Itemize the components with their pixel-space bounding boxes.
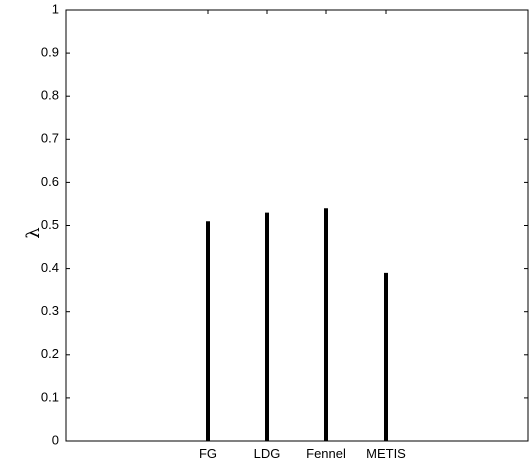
y-tick-label: 0.6: [41, 174, 59, 189]
y-tick-label: 0: [52, 432, 59, 447]
y-tick-label: 0.2: [41, 346, 59, 361]
x-tick-label: METIS: [366, 446, 406, 461]
x-tick-label: Fennel: [306, 446, 346, 461]
y-axis: 0 0.1 0.2 0.3 0.4 0.5 0.6 0.7 0.8 0.9 1: [41, 1, 528, 447]
x-tick-label: FG: [199, 446, 217, 461]
y-axis-label: λ: [23, 227, 44, 238]
y-tick-label: 0.7: [41, 131, 59, 146]
plot-area: [65, 9, 529, 442]
x-axis: FG LDG Fennel METIS: [199, 10, 406, 461]
y-tick-label: 0.3: [41, 303, 59, 318]
y-tick-label: 1: [52, 1, 59, 16]
y-tick-label: 0.9: [41, 45, 59, 60]
x-tick-label: LDG: [254, 446, 281, 461]
y-tick-label: 0.8: [41, 88, 59, 103]
y-tick-label: 0.1: [41, 389, 59, 404]
bars: [206, 208, 388, 441]
y-tick-label: 0.4: [41, 260, 59, 275]
y-tick-label: 0.5: [41, 217, 59, 232]
